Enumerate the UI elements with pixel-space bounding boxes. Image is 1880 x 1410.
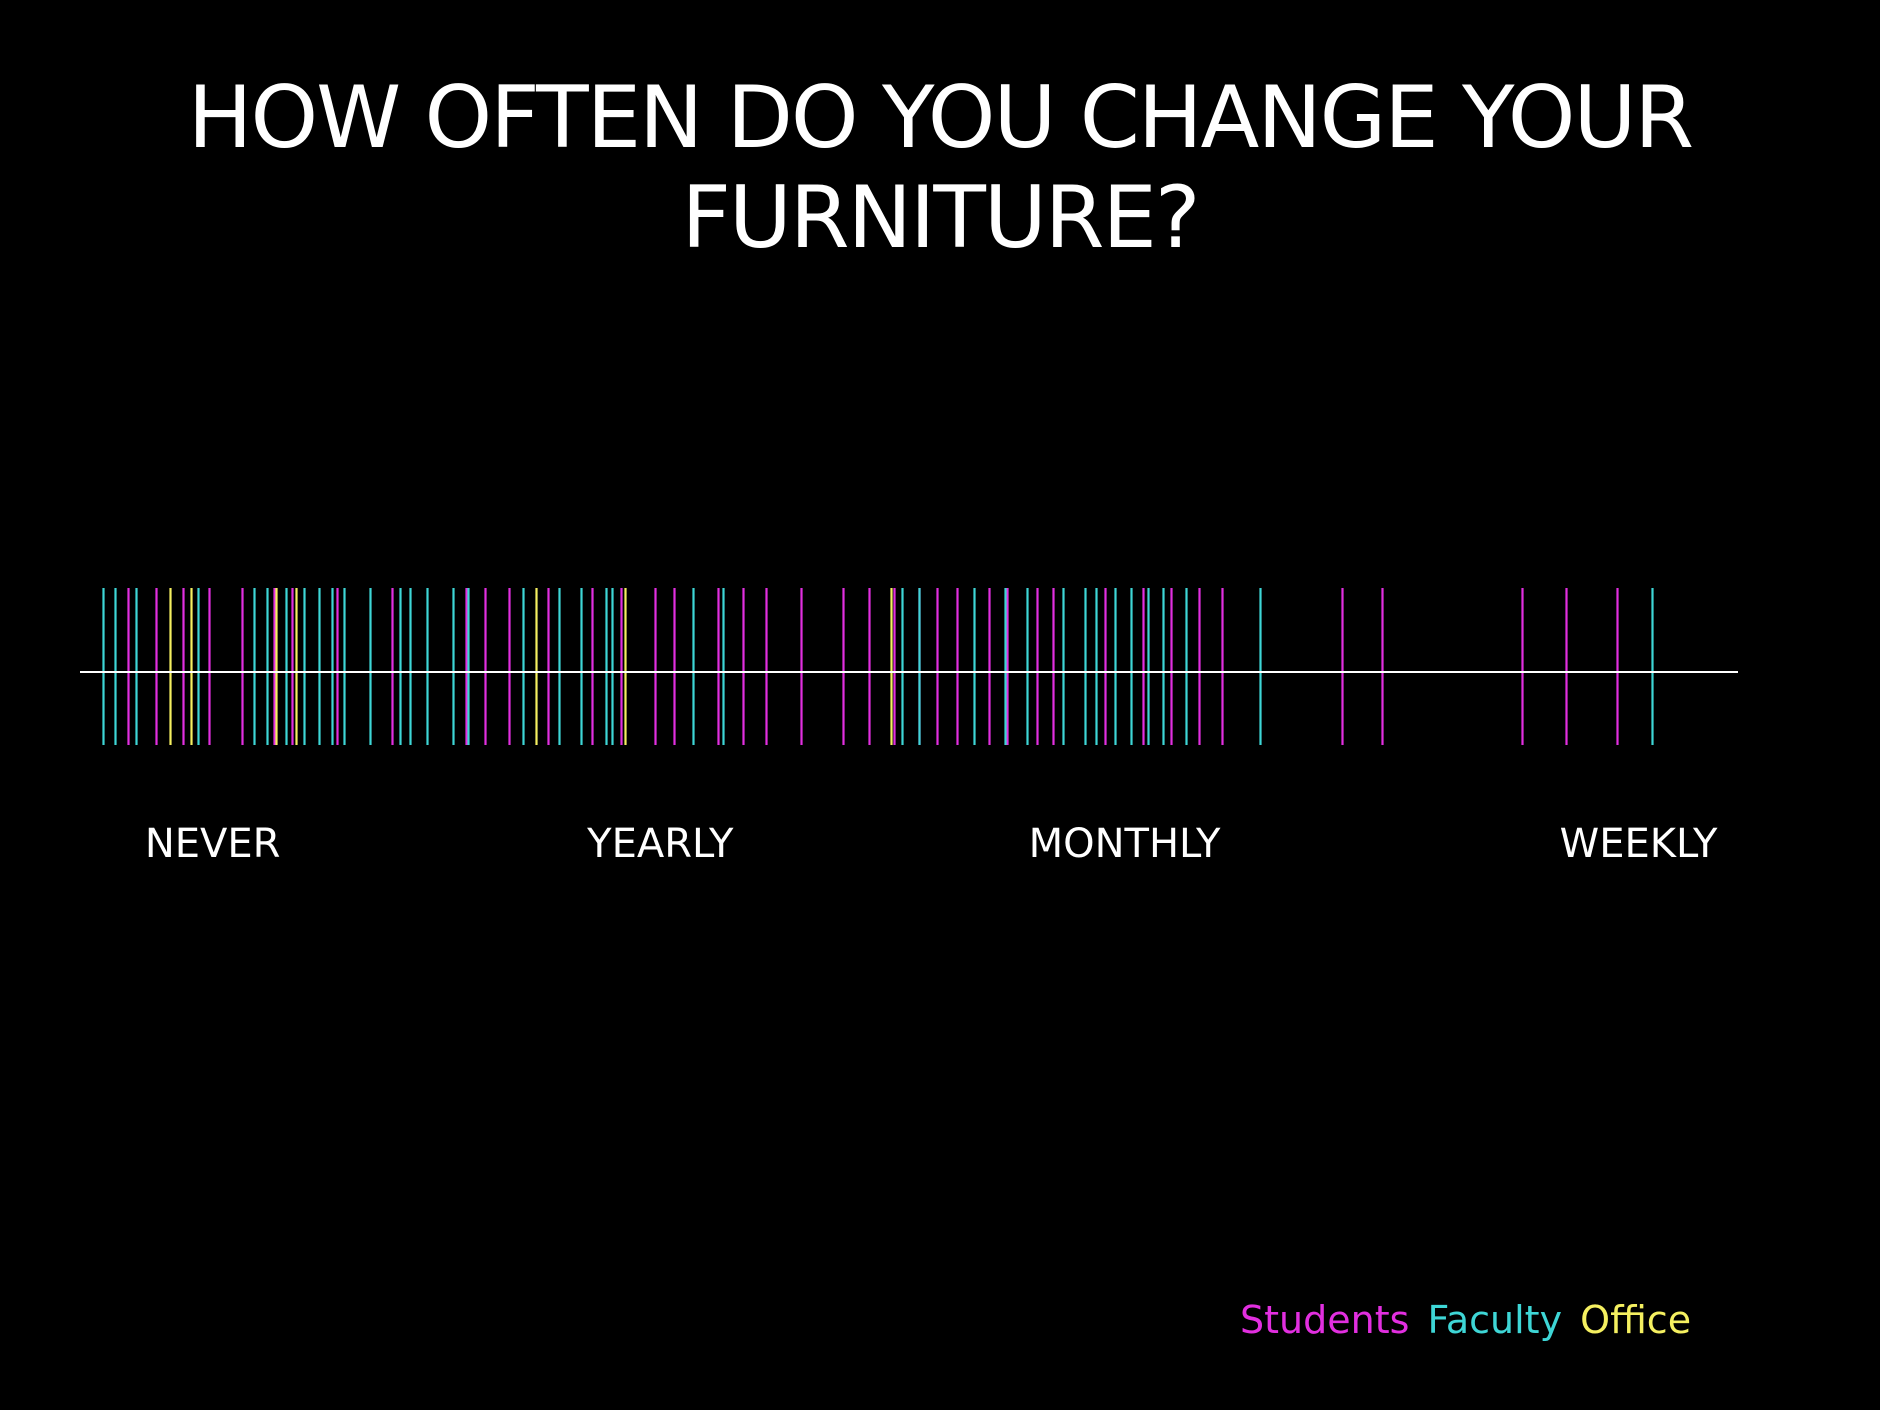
legend-faculty: Faculty bbox=[1427, 1298, 1563, 1342]
legend-office: Office bbox=[1580, 1298, 1692, 1342]
category-label-weekly: WEEKLY bbox=[1560, 821, 1718, 867]
response-ticks bbox=[102, 588, 1654, 745]
legend-students: Students bbox=[1240, 1298, 1410, 1342]
legend: Students Faculty Office bbox=[1240, 1290, 1697, 1350]
title-line-2: FURNITURE? bbox=[681, 168, 1200, 268]
category-label-yearly: YEARLY bbox=[586, 821, 734, 867]
category-labels: NEVER YEARLY MONTHLY WEEKLY bbox=[145, 821, 1718, 867]
slide-title: HOW OFTEN DO YOU CHANGE YOUR FURNITURE? bbox=[0, 68, 1880, 268]
category-label-never: NEVER bbox=[145, 821, 281, 867]
title-line-1: HOW OFTEN DO YOU CHANGE YOUR bbox=[187, 68, 1694, 168]
category-label-monthly: MONTHLY bbox=[1029, 821, 1221, 867]
